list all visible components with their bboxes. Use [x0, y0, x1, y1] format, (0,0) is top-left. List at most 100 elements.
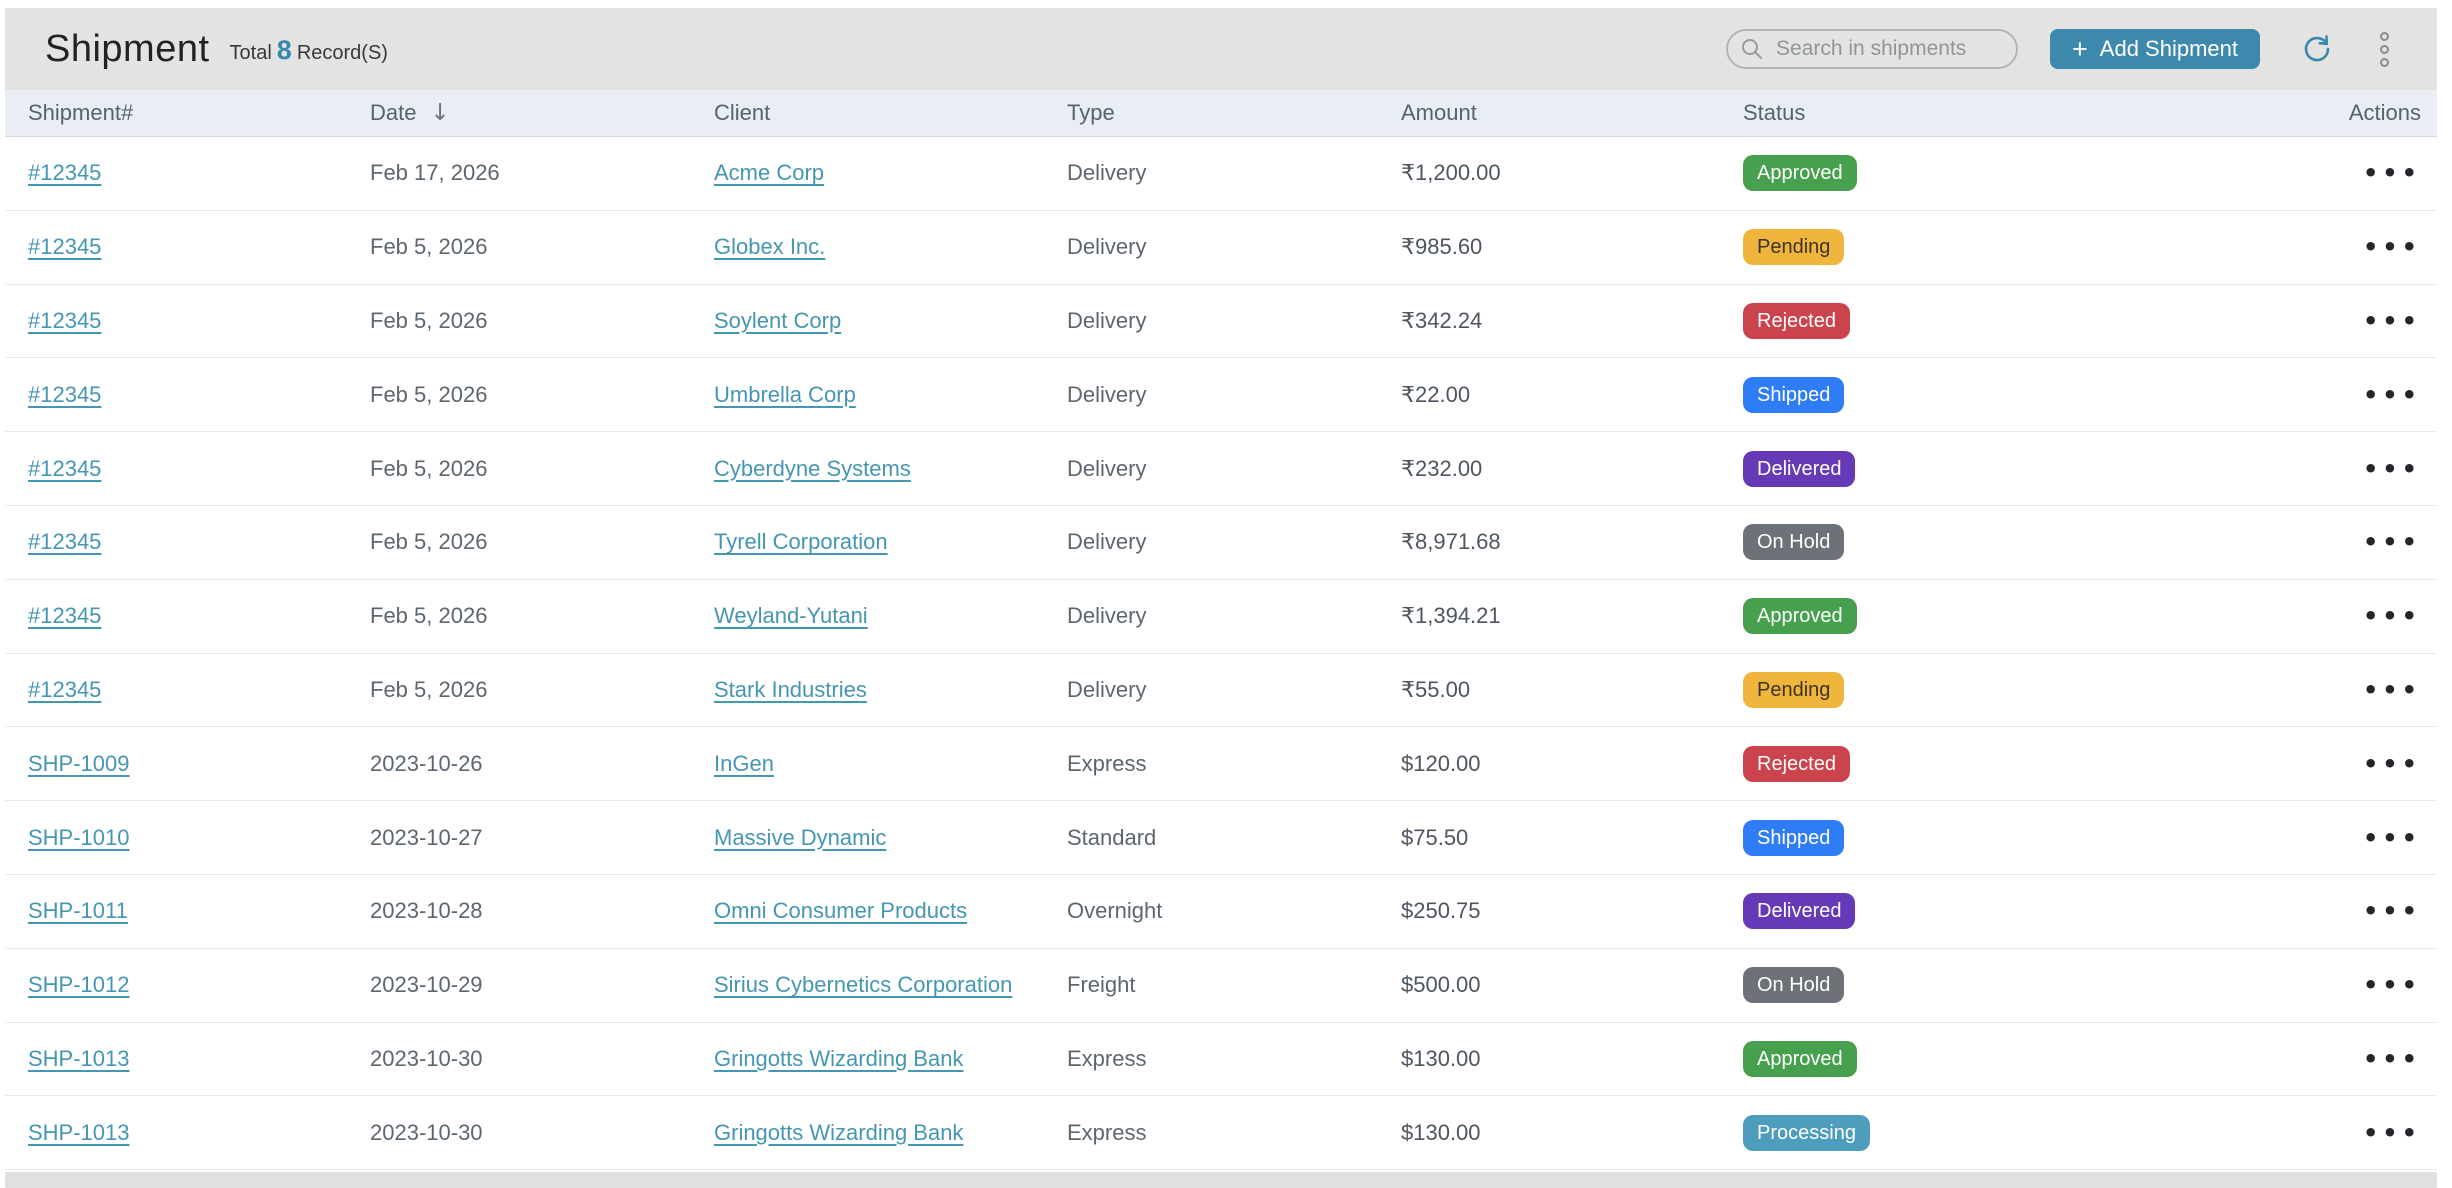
row-actions-menu-icon[interactable]: •••: [2362, 749, 2421, 778]
client-link[interactable]: Omni Consumer Products: [714, 898, 968, 924]
table-row: SHP-1009 2023-10-26 InGen Express $120.00 Rej…: [5, 726, 2437, 802]
client-link[interactable]: Globex Inc.: [714, 234, 826, 260]
client-link[interactable]: Massive Dynamic: [714, 824, 887, 850]
shipment-link[interactable]: #12345: [28, 160, 102, 186]
add-shipment-label: Add Shipment: [2099, 36, 2238, 61]
table-row: #12345 Feb 5, 2026 Cyberdyne Systems Delive…: [5, 431, 2437, 506]
table-row: SHP-1010 2023-10-27 Massive Dynamic Standar…: [5, 800, 2437, 875]
status-badge: Delivered: [1743, 450, 1856, 487]
row-actions-menu-icon[interactable]: •••: [2362, 528, 2421, 557]
date-cell: 2023-10-30: [347, 1022, 691, 1097]
shipment-link[interactable]: #12345: [28, 676, 102, 702]
column-label: Client: [714, 100, 771, 125]
status-badge: Approved: [1743, 1040, 1857, 1077]
client-link[interactable]: Weyland-Yutani: [714, 603, 868, 629]
date-cell: 2023-10-26: [347, 726, 691, 802]
amount-cell: ₹985.60: [1378, 210, 1720, 285]
shipment-link[interactable]: #12345: [28, 529, 102, 555]
shipments-table: Shipment# Date ↓ Client Type Amount Status Acti…: [5, 90, 2437, 1171]
page-title: Shipment: [45, 28, 210, 70]
amount-cell: ₹8,971.68: [1378, 505, 1720, 580]
row-actions-menu-icon[interactable]: •••: [2362, 1044, 2421, 1073]
amount-cell: ₹1,394.21: [1378, 579, 1720, 654]
column-label: Status: [1743, 100, 1806, 125]
shipment-link[interactable]: #12345: [28, 234, 102, 260]
type-cell: Delivery: [1044, 505, 1378, 580]
search-input[interactable]: [1726, 29, 2019, 69]
shipment-link[interactable]: #12345: [28, 381, 102, 407]
shipment-link[interactable]: SHP-1011: [28, 898, 128, 924]
type-cell: Express: [1044, 1022, 1378, 1097]
shipment-link[interactable]: SHP-1013: [28, 1045, 130, 1071]
shipment-link[interactable]: #12345: [28, 603, 102, 629]
column-label: Date: [370, 100, 417, 125]
record-count: Total 8 Record(S): [230, 35, 388, 68]
client-link[interactable]: Soylent Corp: [714, 307, 842, 333]
row-actions-menu-icon[interactable]: •••: [2362, 454, 2421, 483]
amount-cell: $120.00: [1378, 726, 1720, 802]
client-link[interactable]: Umbrella Corp: [714, 381, 856, 407]
type-cell: Standard: [1044, 800, 1378, 875]
client-link[interactable]: Gringotts Wizarding Bank: [714, 1119, 964, 1145]
horizontal-scrollbar[interactable]: [5, 1172, 2437, 1188]
amount-cell: $250.75: [1378, 874, 1720, 949]
topbar-actions: + Add Shipment: [1726, 28, 2393, 71]
client-link[interactable]: Tyrell Corporation: [714, 529, 888, 555]
shipment-link[interactable]: #12345: [28, 307, 102, 333]
type-cell: Overnight: [1044, 874, 1378, 949]
type-cell: Delivery: [1044, 579, 1378, 654]
client-link[interactable]: Gringotts Wizarding Bank: [714, 1045, 964, 1071]
shipment-link[interactable]: SHP-1009: [28, 750, 130, 776]
plus-icon: +: [2072, 33, 2088, 64]
column-header-shipment[interactable]: Shipment#: [5, 90, 347, 137]
row-actions-menu-icon[interactable]: •••: [2362, 380, 2421, 409]
shipment-link[interactable]: SHP-1012: [28, 972, 130, 998]
status-badge: Pending: [1743, 671, 1845, 708]
column-header-amount[interactable]: Amount: [1378, 90, 1720, 137]
shipment-link[interactable]: #12345: [28, 455, 102, 481]
sort-desc-icon: ↓: [430, 100, 450, 126]
type-cell: Express: [1044, 726, 1378, 802]
shipment-link[interactable]: SHP-1010: [28, 824, 130, 850]
amount-cell: $130.00: [1378, 1095, 1720, 1171]
row-actions-menu-icon[interactable]: •••: [2362, 159, 2421, 188]
type-cell: Freight: [1044, 948, 1378, 1023]
row-actions-menu-icon[interactable]: •••: [2362, 675, 2421, 704]
column-header-date[interactable]: Date ↓: [347, 90, 691, 137]
client-link[interactable]: Stark Industries: [714, 676, 867, 702]
refresh-button[interactable]: [2300, 32, 2334, 66]
row-actions-menu-icon[interactable]: •••: [2362, 897, 2421, 926]
kebab-icon: [2380, 31, 2389, 67]
status-badge: Approved: [1743, 155, 1857, 192]
type-cell: Delivery: [1044, 357, 1378, 433]
column-header-status[interactable]: Status: [1720, 90, 2077, 137]
title-group: Shipment Total 8 Record(S): [45, 30, 388, 68]
client-link[interactable]: Acme Corp: [714, 160, 825, 186]
status-badge: Approved: [1743, 598, 1857, 635]
date-cell: 2023-10-29: [347, 948, 691, 1023]
type-cell: Delivery: [1044, 431, 1378, 506]
add-shipment-button[interactable]: + Add Shipment: [2050, 29, 2260, 69]
column-label: Amount: [1401, 100, 1477, 125]
column-header-type[interactable]: Type: [1044, 90, 1378, 137]
column-header-actions[interactable]: Actions: [2077, 90, 2437, 137]
row-actions-menu-icon[interactable]: •••: [2362, 1118, 2421, 1147]
row-actions-menu-icon[interactable]: •••: [2362, 602, 2421, 631]
records-label: Record(S): [296, 42, 388, 64]
client-link[interactable]: Cyberdyne Systems: [714, 455, 911, 481]
date-cell: 2023-10-27: [347, 800, 691, 875]
column-label: Actions: [2348, 100, 2421, 125]
table-row: SHP-1013 2023-10-30 Gringotts Wizarding Ba…: [5, 1022, 2437, 1097]
more-options-button[interactable]: [2376, 28, 2393, 71]
client-link[interactable]: Sirius Cybernetics Corporation: [714, 972, 1013, 998]
date-cell: Feb 5, 2026: [347, 505, 691, 580]
date-cell: Feb 5, 2026: [347, 579, 691, 654]
row-actions-menu-icon[interactable]: •••: [2362, 971, 2421, 1000]
amount-cell: ₹22.00: [1378, 357, 1720, 433]
column-header-client[interactable]: Client: [691, 90, 1044, 137]
row-actions-menu-icon[interactable]: •••: [2362, 823, 2421, 852]
shipment-link[interactable]: SHP-1013: [28, 1119, 130, 1145]
client-link[interactable]: InGen: [714, 750, 774, 776]
row-actions-menu-icon[interactable]: •••: [2362, 306, 2421, 335]
row-actions-menu-icon[interactable]: •••: [2362, 233, 2421, 262]
